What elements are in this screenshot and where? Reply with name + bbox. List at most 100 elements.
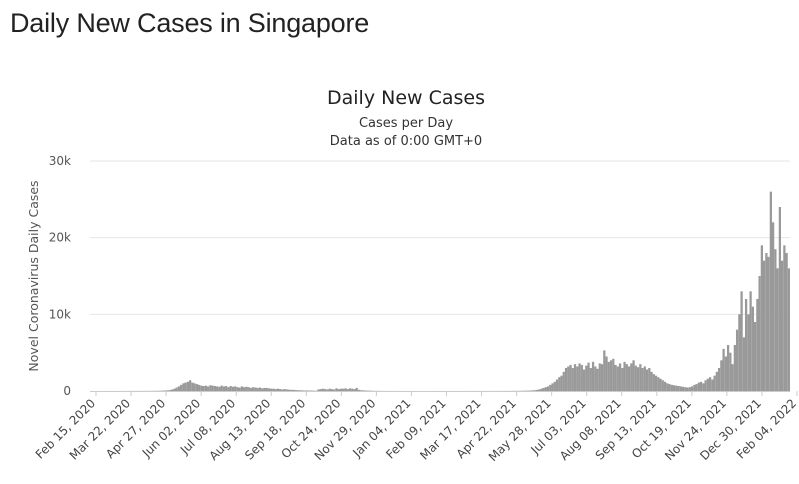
bar (225, 386, 228, 391)
bar (531, 390, 534, 391)
bar (276, 388, 280, 391)
bar (297, 390, 300, 391)
y-tick-label: 10k (49, 307, 71, 321)
bar (711, 379, 714, 391)
x-tick-label: Sep 13, 2021 (593, 396, 659, 462)
x-tick-label: Dec 30, 2021 (697, 396, 764, 463)
bar (220, 385, 223, 391)
bar (771, 222, 775, 391)
bar (697, 382, 700, 391)
bar (535, 389, 538, 391)
bar (164, 390, 167, 391)
bar (722, 348, 725, 391)
bar (537, 389, 541, 391)
bar (166, 390, 169, 391)
bar (774, 249, 777, 391)
bar (180, 384, 183, 391)
bar (285, 389, 289, 391)
bar (218, 386, 221, 391)
bar (762, 260, 766, 391)
bar (654, 375, 658, 391)
bar (630, 363, 633, 391)
bar (706, 378, 709, 391)
bar (756, 299, 759, 391)
bar (243, 387, 246, 391)
bar (648, 368, 651, 391)
bar (186, 381, 190, 391)
bar (211, 385, 214, 391)
bar (549, 384, 552, 391)
bar (351, 388, 354, 391)
bar (355, 387, 358, 391)
bar (265, 387, 268, 391)
bar (202, 386, 205, 391)
bar (661, 380, 664, 391)
bar (600, 364, 604, 391)
bar (533, 390, 536, 391)
bar (326, 389, 329, 391)
page-heading: Daily New Cases in Singapore (10, 8, 370, 38)
x-tick-label: Sep 18, 2020 (242, 396, 308, 462)
bar (670, 384, 673, 391)
gridlines (90, 160, 790, 315)
bar (744, 299, 748, 391)
bar (252, 387, 255, 391)
bar (267, 388, 271, 391)
bar (263, 387, 266, 391)
bar (339, 388, 343, 391)
bar (306, 390, 309, 391)
chart-data-timestamp: Data as of 0:00 GMT+0 (330, 134, 482, 149)
bar (690, 386, 694, 391)
bar (591, 361, 595, 391)
bar (292, 389, 295, 391)
bar (618, 363, 622, 391)
bar (605, 356, 608, 391)
bar (726, 345, 730, 391)
bar (585, 365, 588, 391)
chart-title: Daily New Cases (327, 87, 485, 109)
bar (713, 375, 716, 391)
bar (672, 385, 676, 391)
y-axis-ticks: 0 10k 20k 30k (49, 154, 71, 398)
bar (171, 389, 174, 391)
bar (765, 253, 768, 391)
x-tick-label: Aug 08, 2021 (557, 396, 624, 463)
bar (571, 368, 574, 391)
bar (173, 388, 176, 391)
bar (198, 384, 201, 391)
bar (272, 388, 275, 391)
bar (643, 366, 646, 391)
bar (758, 276, 761, 391)
bar (560, 375, 563, 391)
bar (717, 368, 721, 391)
bar (688, 387, 691, 391)
bar (598, 363, 601, 391)
bar (207, 386, 210, 391)
bar (708, 377, 712, 391)
bar (715, 371, 718, 391)
bar (546, 386, 550, 391)
bar (767, 256, 770, 391)
bar (328, 388, 331, 391)
bar (783, 245, 786, 391)
bar (632, 360, 635, 391)
y-tick-label: 30k (49, 154, 71, 168)
bar (270, 388, 273, 391)
bar (724, 356, 727, 391)
bar (189, 380, 192, 391)
bar (639, 364, 642, 391)
bar (184, 382, 187, 391)
bar (578, 363, 581, 391)
bar (677, 386, 680, 391)
bar (695, 384, 698, 391)
bar (236, 387, 239, 391)
bar (222, 386, 226, 391)
bar (731, 364, 734, 391)
x-tick-label: Nov 24, 2021 (662, 396, 729, 463)
bar (742, 337, 745, 391)
bar (594, 366, 597, 391)
bar (551, 383, 554, 391)
bar (650, 371, 653, 391)
